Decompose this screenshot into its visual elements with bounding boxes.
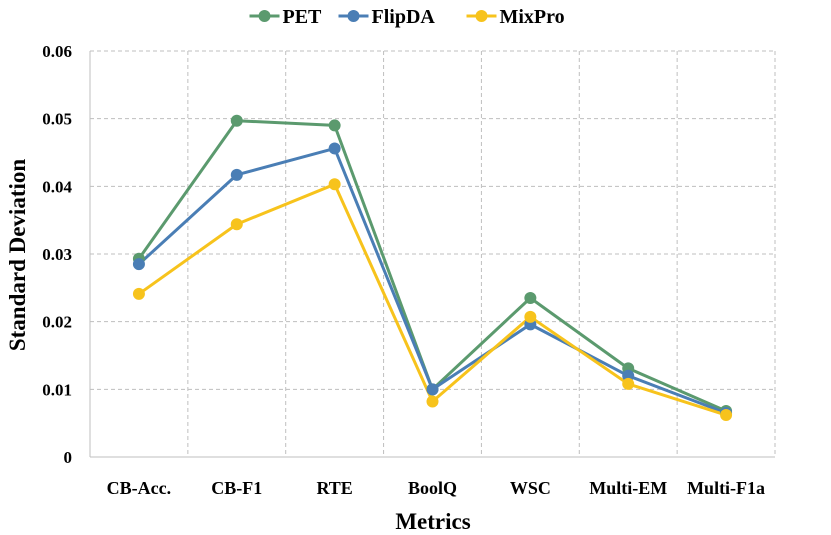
y-tick-label: 0 (64, 448, 73, 467)
y-tick-label: 0.02 (42, 313, 72, 332)
x-tick-label: CB-F1 (211, 478, 262, 498)
y-tick-labels: 0 0.01 0.02 0.03 0.04 0.05 0.06 (42, 42, 72, 467)
data-point-mixpro (328, 178, 341, 191)
legend-swatch-marker (475, 10, 488, 22)
legend-label: FlipDA (372, 6, 436, 28)
data-point-flipda (230, 168, 243, 181)
legend-label: MixPro (500, 6, 565, 28)
y-tick-label: 0.03 (42, 245, 72, 264)
data-point-flipda (132, 258, 145, 271)
y-tick-label: 0.01 (42, 380, 72, 399)
data-point-flipda (426, 383, 439, 396)
x-tick-label: RTE (316, 478, 352, 498)
data-point-pet (524, 291, 537, 304)
legend-item-mixpro[interactable]: MixPro (466, 6, 565, 28)
data-point-flipda (328, 142, 341, 155)
y-tick-label: 0.06 (42, 42, 72, 61)
series-line-pet (137, 119, 727, 413)
y-tick-label: 0.04 (42, 177, 72, 196)
legend-swatch-marker (258, 10, 271, 22)
x-axis-title: Metrics (395, 509, 470, 534)
data-point-pet (328, 119, 341, 132)
legend-item-flipda[interactable]: FlipDA (338, 6, 436, 28)
data-point-mixpro (622, 377, 635, 390)
x-tick-label: Multi-EM (589, 478, 667, 498)
data-point-pet (230, 114, 243, 127)
y-axis-title: Standard Deviation (5, 159, 30, 352)
x-tick-label: WSC (510, 478, 551, 498)
data-point-mixpro (426, 395, 439, 408)
data-point-mixpro (230, 218, 243, 231)
data-point-mixpro (720, 409, 733, 422)
series (132, 114, 733, 422)
data-point-mixpro (524, 310, 537, 323)
legend-swatch-marker (347, 10, 360, 22)
y-tick-label: 0.05 (42, 110, 72, 129)
data-point-mixpro (132, 287, 145, 300)
legend-label: PET (283, 6, 323, 28)
legend-item-pet[interactable]: PET (249, 6, 323, 28)
legend[interactable]: PET FlipDA MixPro (249, 6, 565, 28)
x-tick-label: Multi-F1a (687, 478, 765, 498)
x-tick-labels: CB-Acc. CB-F1 RTE BoolQ WSC Multi-EM Multi-F1a (107, 478, 765, 498)
x-tick-label: CB-Acc. (107, 478, 171, 498)
axes (89, 51, 775, 458)
x-tick-label: BoolQ (408, 478, 457, 498)
